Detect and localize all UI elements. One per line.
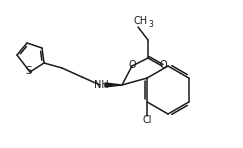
Text: 3: 3 [148,20,153,29]
Text: O: O [159,60,167,70]
Text: O: O [128,60,136,70]
Text: S: S [26,66,32,76]
Text: CH: CH [134,16,148,26]
Text: Cl: Cl [142,115,152,125]
Text: NH: NH [94,80,108,90]
Polygon shape [105,83,122,87]
